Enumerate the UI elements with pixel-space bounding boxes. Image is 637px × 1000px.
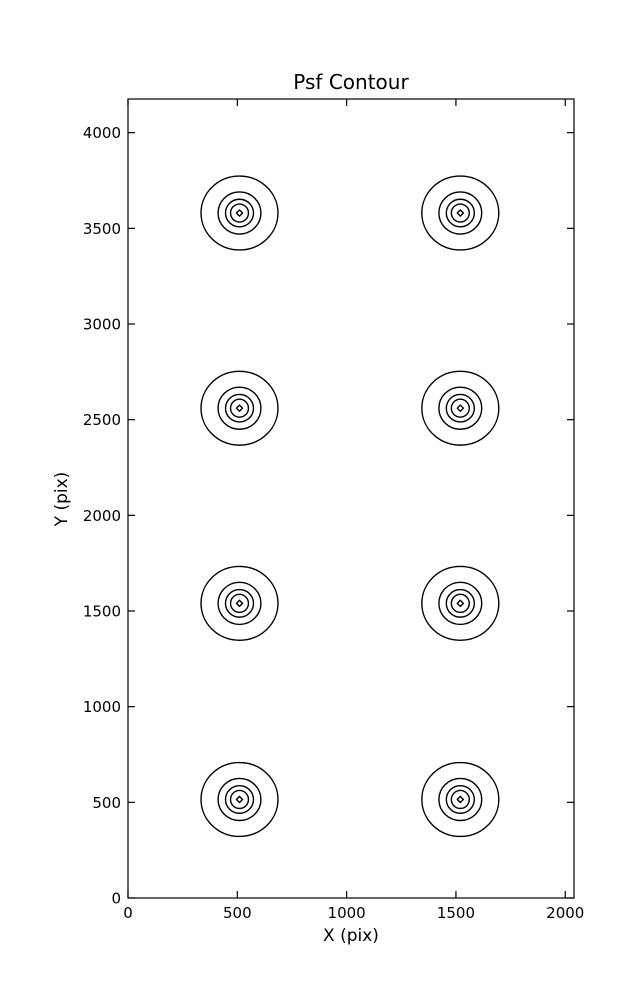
psf-contour-peak <box>235 599 244 608</box>
psf-contour-ring <box>224 588 255 618</box>
psf-contour-ring <box>421 761 500 838</box>
y-tick-label: 1000 <box>83 698 121 716</box>
y-axis-label: Y (pix) <box>52 471 72 527</box>
psf-contour-ring <box>445 198 476 228</box>
y-tick-label: 3500 <box>83 220 121 238</box>
y-tick-label: 1500 <box>83 603 121 621</box>
psf-contour-ring <box>217 581 262 626</box>
x-tick-label: 1500 <box>437 904 475 922</box>
psf-contour-peak <box>235 404 244 412</box>
psf-contour-peak <box>456 209 465 217</box>
psf-contour-ring <box>229 789 250 810</box>
psf-contour-ring <box>200 370 279 446</box>
psf-contour-ring <box>438 777 483 822</box>
psf-contour-ring <box>224 393 255 423</box>
psf-contour-ring <box>438 581 483 626</box>
psf-contour-ring <box>421 565 500 641</box>
psf-contour-ring <box>421 175 500 251</box>
y-tick-label: 3000 <box>83 316 121 334</box>
psf-contour-group <box>421 565 500 641</box>
x-tick-label: 0 <box>123 904 133 922</box>
psf-contour-ring <box>229 398 250 418</box>
x-tick-label: 1000 <box>328 904 366 922</box>
psf-contour-ring <box>450 203 470 223</box>
x-tick-label: 2000 <box>546 904 584 922</box>
psf-contour-group <box>200 761 279 838</box>
psf-contour-ring <box>217 191 262 235</box>
psf-contour-group <box>200 370 279 446</box>
psf-contour-ring <box>200 175 279 251</box>
y-tick-label: 500 <box>92 794 121 812</box>
psf-contour-ring <box>450 789 470 810</box>
psf-contour-ring <box>224 784 255 814</box>
x-axis-label: X (pix) <box>323 926 379 946</box>
y-tick-label: 0 <box>111 890 121 908</box>
psf-contour-group <box>421 761 500 838</box>
y-tick-label: 4000 <box>83 124 121 142</box>
psf-contour-peak <box>235 209 244 217</box>
psf-contour-ring <box>450 593 470 614</box>
psf-contour-ring <box>450 398 470 418</box>
psf-contour-ring <box>421 370 500 446</box>
psf-contour-ring <box>445 784 476 814</box>
psf-contour-peak <box>456 404 465 412</box>
psf-contour-ring <box>438 191 483 235</box>
psf-contour-ring <box>200 761 279 838</box>
psf-contour-ring <box>229 593 250 614</box>
psf-contour-ring <box>200 565 279 641</box>
psf-contour-ring <box>445 588 476 618</box>
psf-contour-group <box>421 370 500 446</box>
psf-contour-peak <box>456 599 465 608</box>
y-tick-label: 2500 <box>83 411 121 429</box>
psf-contour-group <box>421 175 500 251</box>
psf-contour-ring <box>224 198 255 228</box>
axes-frame <box>127 98 575 899</box>
psf-contour-group <box>200 565 279 641</box>
psf-contour-ring <box>217 777 262 822</box>
psf-contour-ring <box>229 203 250 223</box>
psf-contour-ring <box>438 386 483 430</box>
y-tick-label: 2000 <box>83 507 121 525</box>
psf-contour-group <box>200 175 279 251</box>
chart-title: Psf Contour <box>293 70 409 94</box>
x-tick-label: 500 <box>223 904 252 922</box>
psf-contour-ring <box>217 386 262 430</box>
psf-contour-peak <box>456 795 465 804</box>
psf-contour-peak <box>235 795 244 804</box>
psf-contour-ring <box>445 393 476 423</box>
